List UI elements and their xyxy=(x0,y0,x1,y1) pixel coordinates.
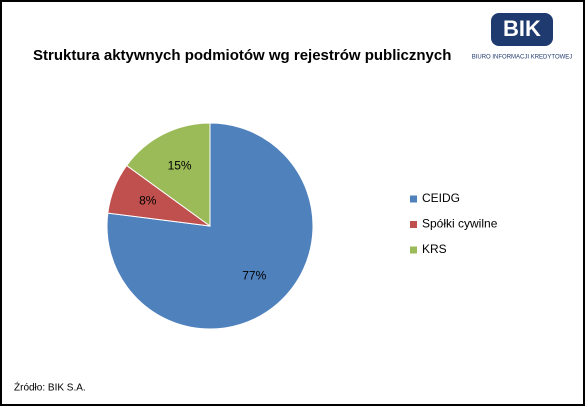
pie-slice xyxy=(125,122,211,227)
source: Źródło: BIK S.A. xyxy=(14,381,86,394)
legend-swatch xyxy=(410,246,417,254)
data-label: 8% xyxy=(139,194,157,208)
data-label: 15% xyxy=(168,159,192,173)
legend-swatch xyxy=(410,221,417,228)
chart-title: Struktura aktywnych podmiotów wg rejestr… xyxy=(33,47,451,64)
legend-label: Spółki cywilne xyxy=(422,217,498,231)
legend-swatch xyxy=(410,195,417,203)
legend-label: CEIDG xyxy=(422,191,460,205)
logo-subtitle: BIURO INFORMACJI KREDYTOWEJ xyxy=(472,55,573,61)
logo-text: BIK xyxy=(503,16,541,41)
logo-badge xyxy=(491,13,553,46)
data-label: 77% xyxy=(242,268,266,282)
legend-label: KRS xyxy=(422,242,447,256)
